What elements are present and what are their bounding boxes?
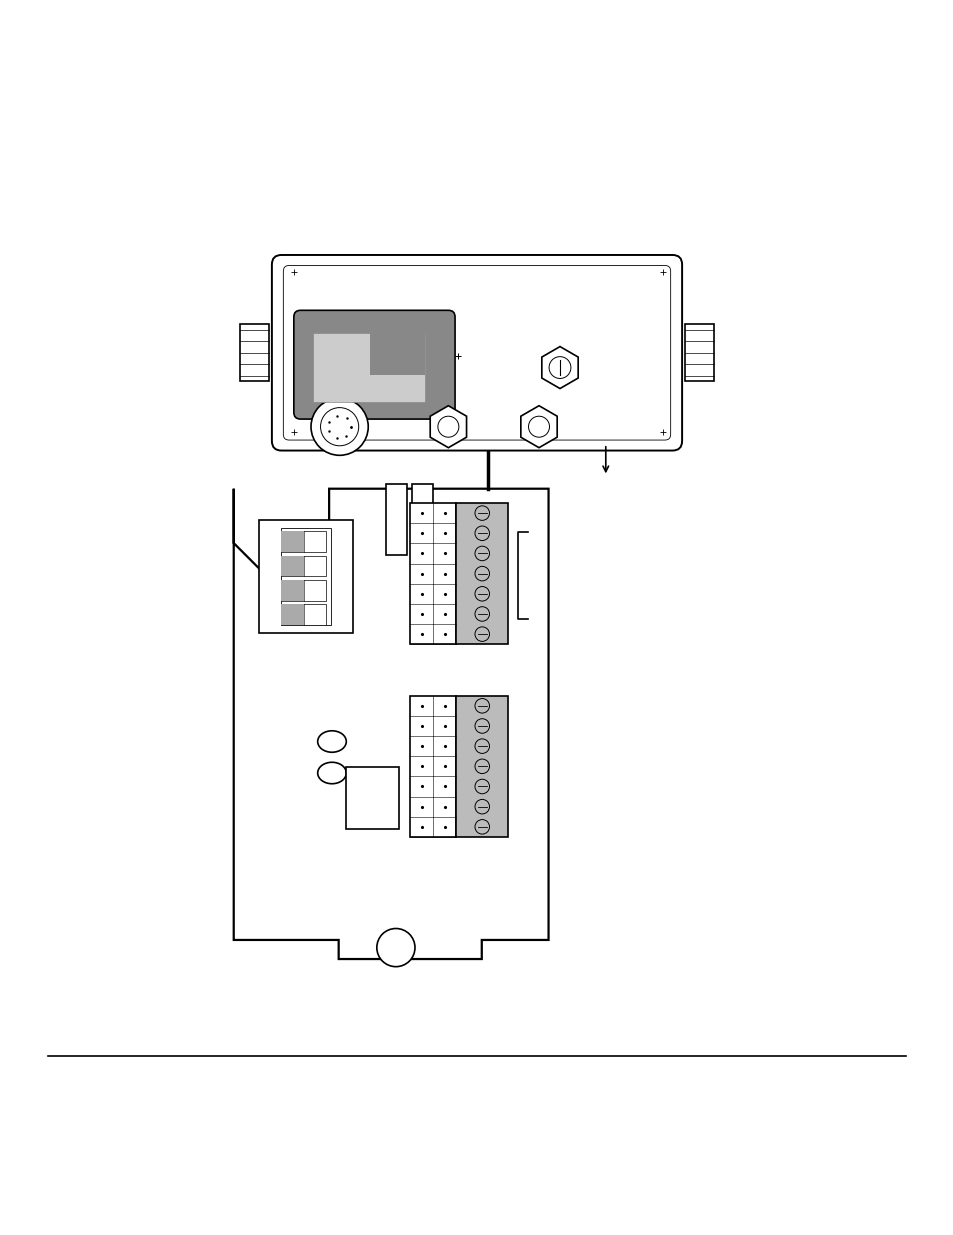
Bar xyxy=(370,333,425,375)
Circle shape xyxy=(320,408,358,446)
Ellipse shape xyxy=(317,731,346,752)
Bar xyxy=(281,531,303,552)
Circle shape xyxy=(475,739,489,753)
Circle shape xyxy=(475,587,489,601)
FancyBboxPatch shape xyxy=(272,254,681,451)
Bar xyxy=(281,556,303,577)
Bar xyxy=(456,695,508,837)
Polygon shape xyxy=(430,406,466,448)
Circle shape xyxy=(311,398,368,456)
Bar xyxy=(281,580,303,600)
Bar xyxy=(281,556,326,577)
Polygon shape xyxy=(233,489,548,960)
Bar xyxy=(259,520,353,632)
Bar xyxy=(346,767,398,829)
Bar xyxy=(684,324,713,382)
Polygon shape xyxy=(541,347,578,389)
Circle shape xyxy=(475,606,489,621)
Circle shape xyxy=(376,929,415,967)
Circle shape xyxy=(475,567,489,580)
Circle shape xyxy=(475,820,489,834)
Bar xyxy=(240,324,269,382)
Bar xyxy=(386,484,407,556)
Bar xyxy=(281,527,331,625)
Circle shape xyxy=(475,799,489,814)
Bar xyxy=(456,503,508,645)
Circle shape xyxy=(475,760,489,773)
Circle shape xyxy=(475,627,489,641)
Bar xyxy=(410,503,456,645)
Bar xyxy=(281,604,326,625)
Circle shape xyxy=(528,416,549,437)
Circle shape xyxy=(475,699,489,713)
Ellipse shape xyxy=(317,762,346,784)
Circle shape xyxy=(475,719,489,734)
FancyBboxPatch shape xyxy=(294,310,455,419)
Bar xyxy=(281,580,326,600)
Bar xyxy=(410,695,456,837)
Polygon shape xyxy=(520,406,557,448)
Circle shape xyxy=(475,546,489,561)
Circle shape xyxy=(475,506,489,520)
Bar xyxy=(313,333,425,401)
Circle shape xyxy=(475,526,489,541)
Circle shape xyxy=(475,779,489,794)
Bar xyxy=(412,484,433,556)
Circle shape xyxy=(549,357,570,378)
Bar xyxy=(281,604,303,625)
Bar xyxy=(281,531,326,552)
Circle shape xyxy=(437,416,458,437)
